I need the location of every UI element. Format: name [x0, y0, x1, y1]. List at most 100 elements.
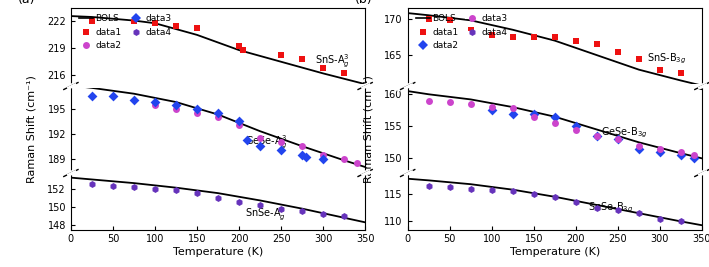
Point	[301, 155, 312, 159]
Point	[549, 44, 560, 48]
Text: SnS-A$_g^3$: SnS-A$_g^3$	[315, 53, 350, 70]
Point	[528, 115, 540, 119]
Point	[86, 94, 98, 98]
Point	[654, 155, 666, 159]
Point	[507, 106, 518, 111]
Point	[318, 212, 329, 216]
Point	[688, 162, 699, 166]
Point	[86, 182, 98, 186]
Point	[612, 140, 623, 144]
Point	[170, 107, 182, 111]
Point	[107, 94, 118, 98]
Point	[507, 44, 518, 48]
Point	[688, 158, 699, 162]
Text: SnS-B$_{3g}$: SnS-B$_{3g}$	[647, 52, 686, 66]
Point	[486, 42, 498, 46]
Point	[255, 144, 266, 148]
Point	[688, 0, 699, 5]
Point	[191, 111, 203, 115]
Point	[465, 186, 476, 191]
Point	[128, 252, 140, 257]
Point	[338, 71, 350, 76]
Point	[275, 53, 286, 58]
Point	[507, 105, 518, 109]
Point	[296, 209, 308, 214]
Point	[507, 189, 518, 194]
Point	[242, 138, 253, 143]
Point	[423, 184, 435, 188]
Point	[507, 35, 518, 39]
Point	[591, 50, 603, 55]
Point	[612, 49, 623, 54]
Point	[612, 140, 623, 144]
Point	[170, 24, 182, 28]
Point	[233, 200, 245, 205]
Point	[318, 152, 329, 157]
Point	[570, 200, 581, 205]
Point	[654, 147, 666, 151]
Point	[150, 257, 161, 261]
Point	[465, 100, 476, 104]
Point	[233, 119, 245, 123]
Point	[150, 186, 161, 191]
Point	[255, 203, 266, 207]
Point	[150, 21, 161, 25]
Point	[423, 99, 435, 103]
Point	[570, 125, 581, 130]
Point	[444, 185, 455, 190]
Point	[633, 147, 644, 151]
Point	[213, 195, 224, 200]
Point	[570, 129, 581, 134]
Point	[528, 111, 540, 116]
Point	[486, 187, 498, 192]
Point	[591, 42, 603, 46]
Point	[570, 47, 581, 52]
Point	[444, 29, 455, 34]
Point	[612, 208, 623, 213]
Point	[633, 57, 644, 61]
Point	[107, 248, 118, 252]
Point	[528, 44, 540, 48]
Point	[213, 111, 224, 115]
Point	[213, 115, 224, 119]
Point	[486, 105, 498, 109]
Point	[351, 161, 362, 165]
Text: (b): (b)	[354, 0, 372, 6]
Point	[465, 102, 476, 106]
Point	[423, 96, 435, 101]
Point	[150, 103, 161, 107]
Point	[591, 136, 603, 141]
Point	[423, 28, 435, 32]
Point	[654, 73, 666, 77]
Point	[444, 98, 455, 102]
Text: (a): (a)	[18, 0, 35, 6]
Point	[233, 44, 245, 48]
Point	[507, 111, 518, 116]
Point	[318, 156, 329, 161]
Text: SnSe-A$_g^3$: SnSe-A$_g^3$	[245, 205, 286, 223]
Point	[570, 124, 581, 128]
Point	[213, 266, 224, 267]
Point	[191, 261, 203, 265]
Point	[591, 134, 603, 138]
Point	[465, 28, 476, 32]
Point	[296, 152, 308, 157]
Point	[549, 122, 560, 126]
Point	[275, 206, 286, 211]
X-axis label: Temperature (K): Temperature (K)	[173, 247, 263, 257]
Point	[549, 121, 560, 125]
Point	[688, 156, 699, 160]
Point	[633, 147, 644, 152]
Point	[675, 71, 686, 75]
Point	[507, 111, 518, 115]
Point	[338, 214, 350, 218]
Point	[591, 134, 603, 138]
Point	[528, 192, 540, 196]
Text: Raman Shift (cm⁻¹): Raman Shift (cm⁻¹)	[364, 76, 374, 183]
Point	[128, 98, 140, 103]
Point	[633, 63, 644, 68]
Point	[233, 123, 245, 128]
Point	[570, 38, 581, 43]
Point	[107, 184, 118, 188]
Point	[191, 107, 203, 111]
